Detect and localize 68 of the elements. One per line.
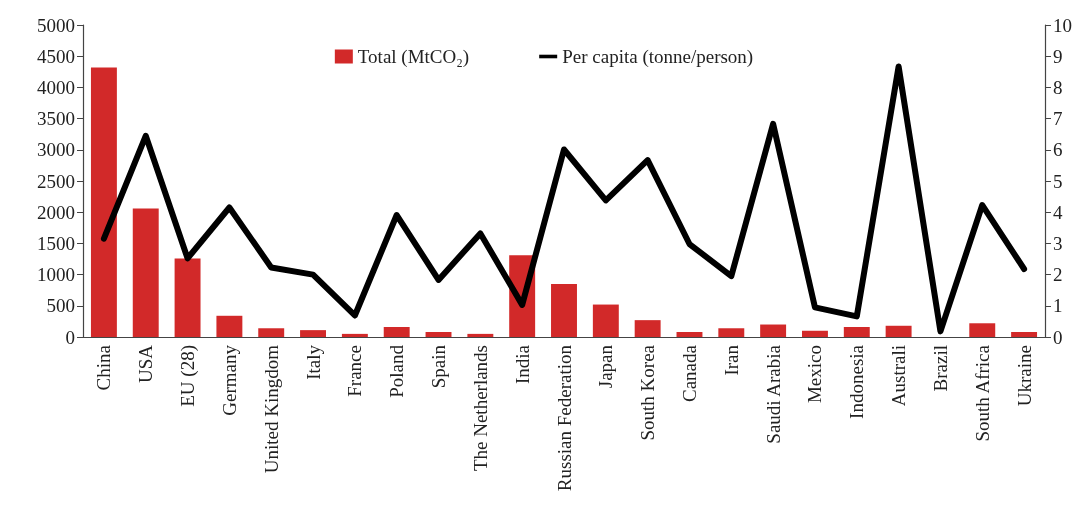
x-tick-label: The Netherlands	[469, 345, 491, 472]
x-tick-label: Iran	[720, 344, 742, 376]
x-tick-label: France	[344, 345, 366, 397]
x-tick-label: South Korea	[637, 344, 659, 441]
x-tick-label: Brazil	[929, 345, 951, 392]
y-tick-label: 4500	[37, 45, 75, 67]
y2-tick-label: 5	[1053, 170, 1063, 192]
bar	[258, 328, 285, 337]
bar	[300, 330, 327, 337]
y2-tick-label: 0	[1053, 326, 1063, 348]
x-tick-label: South Africa	[971, 344, 993, 442]
y-tick-label: 3500	[37, 108, 75, 130]
y-tick-label: 1000	[37, 264, 75, 286]
x-tick-label: Saudi Arabia	[762, 344, 784, 444]
y2-tick-label: 6	[1053, 139, 1063, 161]
x-tick-label: United Kingdom	[260, 344, 282, 474]
bar	[592, 304, 619, 337]
y-tick-label: 1500	[37, 232, 75, 254]
x-tick-label: Mexico	[804, 345, 826, 404]
y2-tick-label: 10	[1053, 14, 1072, 36]
x-tick-label: Germany	[218, 344, 240, 416]
x-tick-label: Italy	[302, 344, 324, 380]
bar	[467, 333, 494, 337]
bar	[885, 325, 912, 337]
y2-tick-label: 4	[1053, 201, 1063, 223]
y2-tick-label: 7	[1053, 108, 1063, 130]
y2-tick-label: 2	[1053, 264, 1063, 286]
y-tick-label: 3000	[37, 139, 75, 161]
x-tick-label: Russian Federation	[553, 344, 575, 492]
bar	[1011, 332, 1038, 337]
x-tick-label: USA	[135, 344, 157, 384]
x-tick-label: Canada	[678, 344, 700, 402]
bar	[383, 327, 410, 337]
bar	[760, 324, 787, 337]
bar	[551, 283, 577, 337]
x-tick-label: Poland	[386, 344, 408, 398]
x-tick-label: Spain	[428, 344, 450, 389]
x-tick-label: Australi	[888, 345, 910, 407]
bar	[718, 328, 745, 337]
bar	[969, 323, 996, 337]
x-tick-label: India	[511, 344, 533, 385]
bar	[843, 327, 870, 337]
y2-tick-label: 1	[1053, 295, 1063, 317]
y-tick-label: 2000	[37, 201, 75, 223]
x-tick-label: EU (28)	[177, 345, 200, 407]
bar	[425, 332, 452, 337]
bar	[174, 258, 201, 337]
y-tick-label: 5000	[37, 14, 75, 36]
x-tick-label: Ukraine	[1013, 345, 1035, 407]
y-tick-label: 0	[65, 326, 75, 348]
y-tick-label: 500	[46, 295, 75, 317]
bar	[801, 330, 828, 337]
legend-label: Per capita (tonne/person)	[562, 46, 754, 68]
bar	[676, 332, 703, 337]
x-tick-label: Indonesia	[846, 344, 868, 419]
bar	[634, 320, 661, 337]
bar	[216, 315, 243, 337]
bar	[132, 208, 159, 337]
y-tick-label: 2500	[37, 170, 75, 192]
x-tick-label: China	[93, 344, 115, 391]
y2-tick-label: 8	[1053, 76, 1063, 98]
y-tick-label: 4000	[37, 76, 75, 98]
legend-label: Total (MtCO₂)	[357, 46, 470, 68]
bar	[341, 333, 368, 337]
x-tick-label: Japan	[595, 344, 617, 389]
bar	[90, 67, 117, 337]
y2-tick-label: 9	[1053, 45, 1063, 67]
y2-tick-label: 3	[1053, 232, 1063, 254]
